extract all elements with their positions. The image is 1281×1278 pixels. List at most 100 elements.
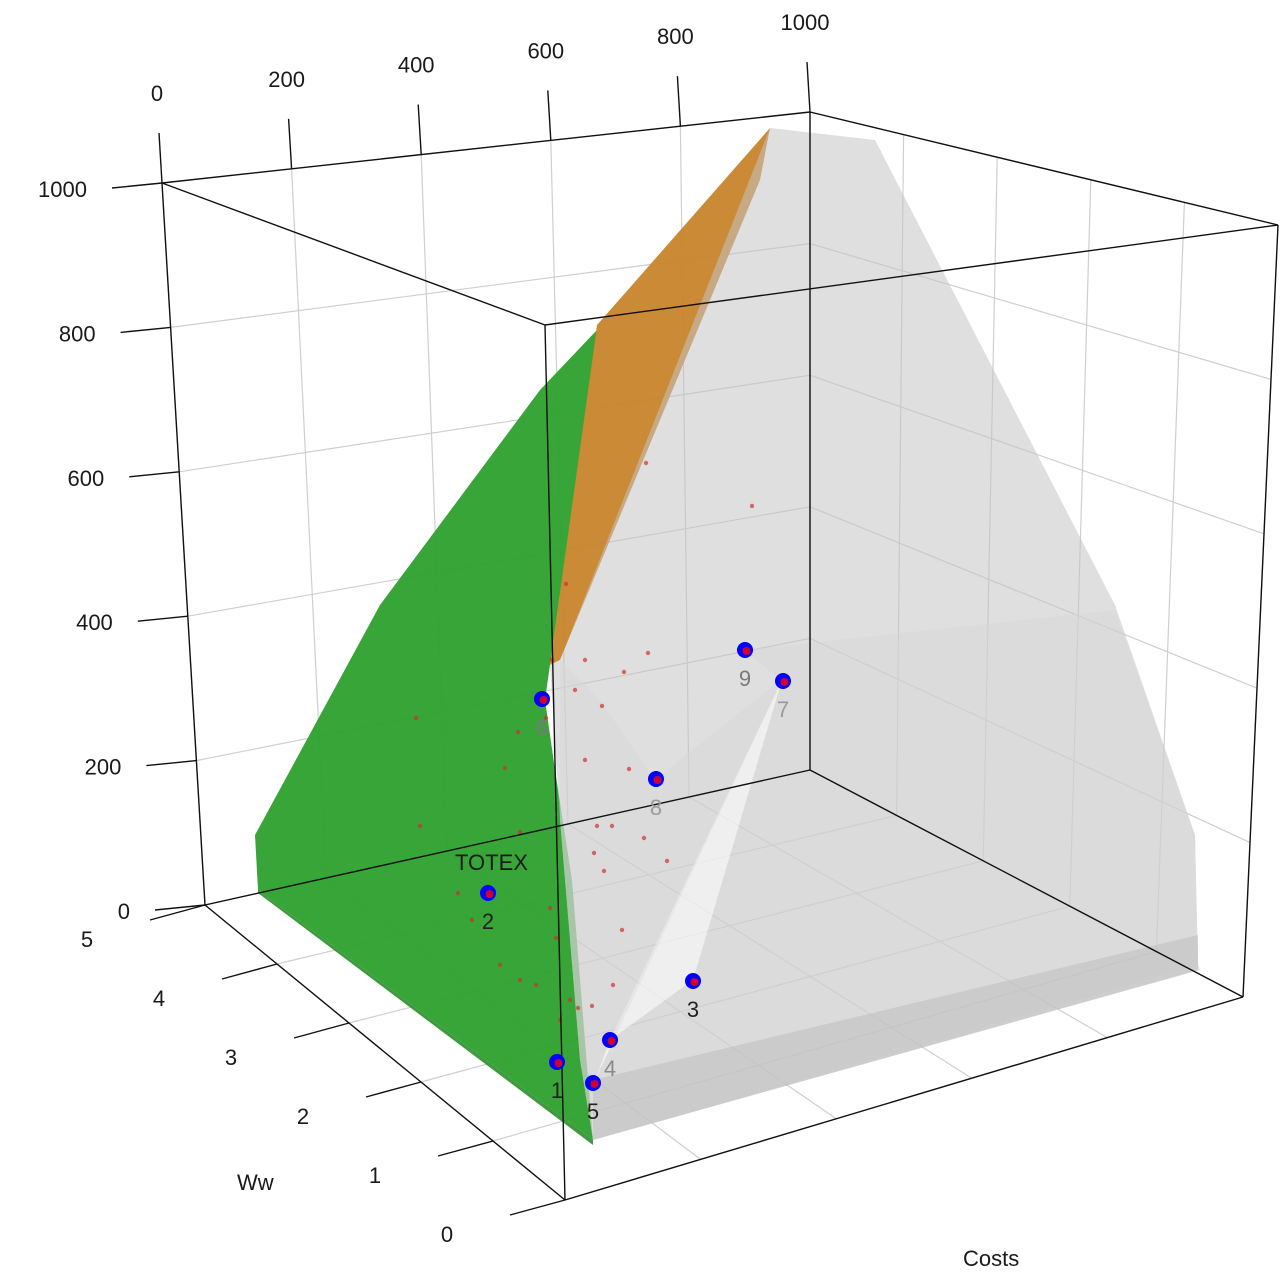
noise-point <box>563 581 569 587</box>
surfaces <box>255 128 1200 1145</box>
z-tick-label: 1000 <box>38 177 87 202</box>
data-point-center <box>690 978 699 986</box>
box-edge <box>161 111 811 184</box>
noise-point <box>417 823 423 829</box>
x-tick <box>806 61 811 113</box>
noise-point <box>599 703 605 709</box>
x-tick <box>676 76 682 127</box>
noise-point <box>553 935 559 941</box>
annotation-totex: TOTEX <box>455 850 528 875</box>
x-tick <box>547 90 552 141</box>
z-tick <box>120 326 171 334</box>
noise-point <box>533 982 539 988</box>
box-edge <box>161 182 206 906</box>
data-point-center <box>653 776 662 784</box>
z-tick <box>111 182 163 189</box>
noise-point <box>594 823 600 829</box>
x-tick-label: 600 <box>527 38 564 63</box>
y-tick-label: 2 <box>297 1104 309 1129</box>
box-edge <box>544 224 1279 326</box>
x-axis-title: Costs <box>963 1246 1019 1271</box>
y-tick-label: 5 <box>81 927 93 952</box>
data-point-label: 1 <box>551 1078 563 1103</box>
z-tick <box>129 471 180 478</box>
z-tick-label: 600 <box>67 466 104 491</box>
data-point-center <box>485 890 494 898</box>
noise-point <box>641 835 647 841</box>
data-point-center <box>554 1059 563 1067</box>
data-point-label: 3 <box>687 997 699 1022</box>
box-edge <box>809 769 1244 998</box>
y-tick <box>437 1140 494 1157</box>
data-point-label: 5 <box>587 1099 599 1124</box>
z-tick <box>154 904 206 911</box>
noise-point <box>497 962 503 968</box>
data-point-center <box>539 696 548 704</box>
z-tick-label: 800 <box>59 321 96 346</box>
data-point-label: 2 <box>482 909 494 934</box>
box-edge <box>564 996 1244 1201</box>
y-tick-label: 3 <box>225 1045 237 1070</box>
y-tick <box>221 963 278 980</box>
x-tick-label: 200 <box>268 67 305 92</box>
noise-point <box>582 757 588 763</box>
noise-point <box>543 715 549 721</box>
x-tick-label: 400 <box>398 53 435 78</box>
noise-point <box>601 868 607 874</box>
noise-point <box>749 503 755 509</box>
z-tick-label: 0 <box>118 899 130 924</box>
data-point-label: 9 <box>739 666 751 691</box>
y-tick-label: 1 <box>369 1163 381 1188</box>
y-axis-title: Ww <box>237 1170 274 1195</box>
z-tick <box>137 615 188 622</box>
x-tick <box>417 104 422 155</box>
box-edge <box>809 111 1279 226</box>
y-tick-label: 0 <box>441 1222 453 1247</box>
noise-point <box>626 766 632 772</box>
data-point-center <box>607 1037 616 1045</box>
noise-point <box>589 1003 595 1009</box>
noise-point <box>575 1005 581 1011</box>
noise-point <box>567 997 573 1003</box>
noise-point <box>502 765 508 771</box>
x-tick <box>287 118 293 169</box>
data-point-label: 6 <box>536 715 548 740</box>
x-tick-label: 1000 <box>781 10 830 35</box>
green-region <box>255 330 597 1140</box>
box-edge <box>544 324 566 1201</box>
x-tick <box>158 132 163 184</box>
y-tick <box>149 904 206 921</box>
box-edge <box>161 182 546 326</box>
z-tick-label: 400 <box>76 610 113 635</box>
noise-point <box>645 650 651 656</box>
orange-region <box>550 128 770 665</box>
data-point-center <box>590 1080 599 1088</box>
box-edge <box>204 769 811 906</box>
noise-point <box>547 905 553 911</box>
noise-point <box>517 829 523 835</box>
z-tick <box>146 759 197 767</box>
noise-point <box>469 917 475 923</box>
data-point-center <box>780 678 789 686</box>
y-tick-label: 4 <box>153 986 165 1011</box>
noise-point <box>643 460 649 466</box>
noise-point <box>455 890 461 896</box>
x-tick-label: 800 <box>657 24 694 49</box>
data-point-label: 7 <box>777 697 789 722</box>
box-edge <box>204 904 566 1201</box>
noise-point <box>619 927 625 933</box>
noise-points <box>413 460 755 1023</box>
noise-point <box>621 669 627 675</box>
noise-point <box>610 982 616 988</box>
noise-point <box>572 687 578 693</box>
noise-point <box>413 715 419 721</box>
bounding-box <box>161 111 1279 1201</box>
box-edge <box>1242 224 1279 998</box>
y-tick <box>509 1199 566 1216</box>
z-tick-label: 200 <box>85 755 122 780</box>
y-tick <box>365 1081 422 1098</box>
y-tick <box>293 1022 350 1039</box>
grey-region-floor <box>593 935 1198 1140</box>
